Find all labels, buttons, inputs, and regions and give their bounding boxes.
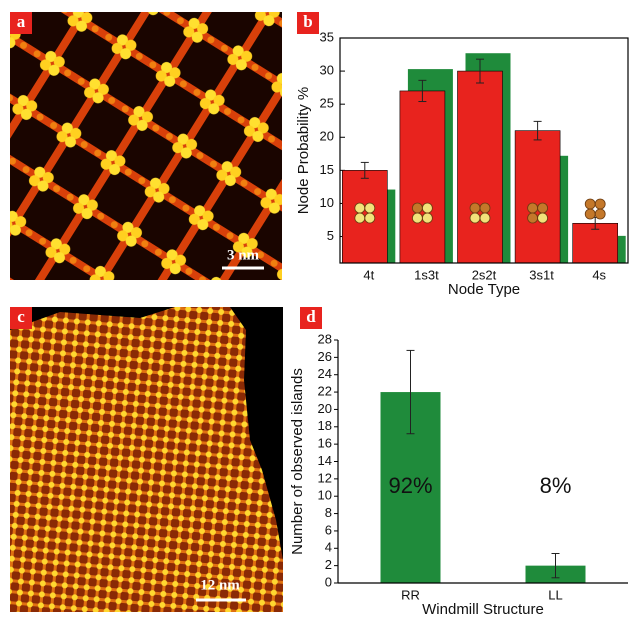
node-molecule — [365, 213, 375, 223]
y-tick-label: 26 — [318, 349, 332, 364]
stm-image — [10, 307, 283, 612]
node-molecule — [412, 213, 422, 223]
x-tick-label: RR — [401, 587, 420, 602]
y-tick-label: 12 — [318, 470, 332, 485]
annotation: 8% — [540, 473, 572, 498]
node-molecule — [480, 213, 490, 223]
x-tick-label: 4t — [363, 267, 374, 282]
x-axis-label: Windmill Structure — [422, 601, 544, 618]
bar — [458, 71, 503, 263]
node-molecule — [595, 209, 605, 219]
y-tick-label: 14 — [318, 453, 332, 468]
stm-image — [10, 12, 282, 280]
node-molecule — [412, 203, 422, 213]
x-tick-label: LL — [548, 587, 562, 602]
panel-label: c — [17, 307, 25, 326]
scale-bar-label: 12 nm — [200, 577, 240, 593]
node-molecule — [422, 203, 432, 213]
node-molecule — [355, 213, 365, 223]
y-tick-label: 8 — [325, 505, 332, 520]
y-tick-label: 35 — [320, 29, 334, 44]
y-tick-label: 10 — [318, 488, 332, 503]
x-axis-label: Node Type — [448, 281, 520, 298]
x-tick-label: 4s — [592, 267, 606, 282]
y-tick-label: 20 — [320, 129, 334, 144]
y-tick-label: 22 — [318, 384, 332, 399]
y-tick-label: 20 — [318, 401, 332, 416]
node-molecule — [480, 203, 490, 213]
y-tick-label: 2 — [325, 557, 332, 572]
panel-label: a — [17, 12, 26, 31]
node-icon — [585, 199, 605, 219]
node-molecule — [528, 203, 538, 213]
y-tick-label: 24 — [318, 366, 332, 381]
node-molecule — [585, 199, 595, 209]
y-axis-label: Number of observed islands — [289, 368, 306, 555]
node-molecule — [528, 213, 538, 223]
figure: a 3 nm c 12 nm b51015202530354t1s3t2s2t3… — [0, 0, 641, 624]
y-tick-label: 15 — [320, 162, 334, 177]
node-molecule — [422, 213, 432, 223]
panel-label: b — [303, 12, 312, 31]
node-molecule — [470, 203, 480, 213]
y-tick-label: 28 — [318, 331, 332, 346]
y-tick-label: 18 — [318, 418, 332, 433]
node-molecule — [365, 203, 375, 213]
node-molecule — [538, 203, 548, 213]
node-molecule — [355, 203, 365, 213]
y-tick-label: 16 — [318, 436, 332, 451]
annotation: 92% — [388, 473, 432, 498]
node-molecule — [538, 213, 548, 223]
bar — [400, 91, 445, 263]
scale-bar-label: 3 nm — [227, 247, 260, 263]
x-tick-label: 1s3t — [414, 267, 439, 282]
y-tick-label: 5 — [327, 228, 334, 243]
node-molecule — [585, 209, 595, 219]
panel-label: d — [306, 307, 316, 326]
y-tick-label: 30 — [320, 63, 334, 78]
y-axis-label: Node Probability % — [295, 87, 312, 215]
bar — [515, 131, 560, 263]
node-molecule — [470, 213, 480, 223]
y-tick-label: 4 — [325, 540, 332, 555]
y-tick-label: 6 — [325, 522, 332, 537]
y-tick-label: 25 — [320, 96, 334, 111]
node-molecule — [595, 199, 605, 209]
y-tick-label: 10 — [320, 195, 334, 210]
y-tick-label: 0 — [325, 574, 332, 589]
x-tick-label: 3s1t — [529, 267, 554, 282]
